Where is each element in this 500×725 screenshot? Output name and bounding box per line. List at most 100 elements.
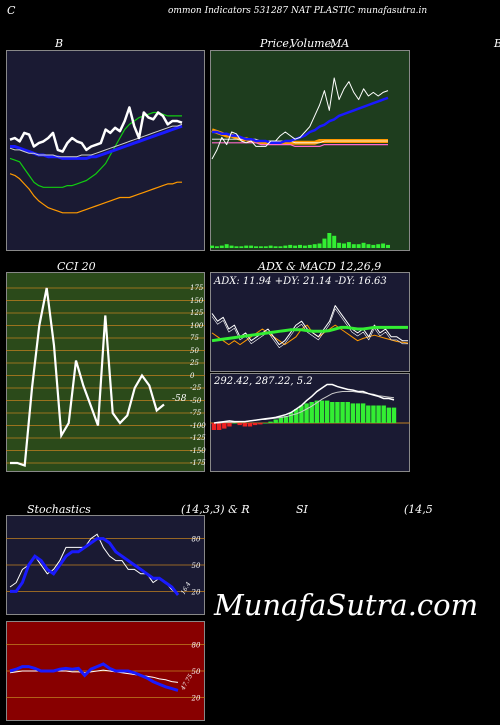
volume-bar <box>376 244 381 248</box>
sma-line <box>9 123 183 158</box>
volume-bar <box>273 246 278 248</box>
macd-histogram-bar <box>381 405 386 423</box>
adx-readout: ADX: 11.94 +DY: 21.14 -DY: 16.63 <box>214 276 387 287</box>
cci-tick-label: -75 <box>190 409 202 417</box>
cci-line <box>10 287 165 467</box>
ma-mid-line <box>212 142 388 148</box>
volume-bar <box>332 235 337 248</box>
volume-bar <box>381 243 386 248</box>
macd-histogram-bar <box>360 403 366 423</box>
bollinger-panel <box>6 50 205 251</box>
bollinger-title: B <box>55 37 64 50</box>
tick-label: 20 <box>191 588 201 596</box>
panel-background <box>210 50 410 251</box>
macd-histogram-bar <box>258 423 263 425</box>
panel-background <box>210 272 410 372</box>
macd-histogram-bar <box>345 402 350 423</box>
macd-readout: 292.42, 287.22, 5.2 <box>214 376 313 387</box>
macd-histogram-bar <box>242 423 248 427</box>
cci-tick-label: 75 <box>190 334 199 342</box>
macd-histogram-bar <box>366 405 371 423</box>
price-line <box>211 77 389 160</box>
macd-histogram-bar <box>299 405 304 423</box>
upper-band-line <box>9 111 182 188</box>
macd-histogram-bar <box>227 423 232 427</box>
volume-bar <box>302 245 307 248</box>
macd-histogram-bar <box>288 412 294 423</box>
header-title: ommon Indicators 531287 NAT PLASTIC muna… <box>168 6 428 16</box>
panel-background <box>6 50 205 251</box>
signal-line <box>9 533 179 596</box>
volume-bar <box>239 246 244 248</box>
volume-bar <box>337 242 342 248</box>
volume-bar <box>342 243 346 248</box>
panel-background <box>6 272 205 472</box>
volume-bar <box>278 246 283 248</box>
cci-tick-labels: 175 150 125 100 75 50 25 0 -25 -50 -75 -100 -125 -150… <box>190 272 210 472</box>
macd-histogram-bar <box>335 402 340 423</box>
stoch-params: (14,3,3) & R <box>181 503 250 516</box>
volume-bar <box>327 233 332 248</box>
volume-bar <box>322 238 327 248</box>
adx-chart <box>210 272 410 372</box>
cci-tick-label: 150 <box>190 296 204 305</box>
cci-tick-label: 0 <box>190 371 195 380</box>
macd-histogram-bar <box>232 423 237 424</box>
price-title-a: Price, <box>260 37 293 50</box>
cci-tick-label: -100 <box>190 421 206 430</box>
volume-bar <box>210 245 214 248</box>
volume-bar <box>298 244 302 248</box>
volume-bar <box>258 246 263 248</box>
volume-bar <box>288 244 293 248</box>
header-left-letter: C <box>7 4 16 17</box>
volume-bar <box>234 246 239 248</box>
close-price-line <box>9 106 183 153</box>
ma-mid-outline-line <box>212 138 388 144</box>
tick-label: 20 <box>191 694 201 702</box>
cci-tick-label: -50 <box>190 396 202 405</box>
cci-tick-label: 175 <box>190 284 204 292</box>
macd-histogram-bar <box>304 403 309 423</box>
volume-bar <box>283 245 288 248</box>
price-title-b: Volume, <box>290 37 335 50</box>
macd-histogram-bar <box>263 423 268 424</box>
bollinger-chart <box>6 50 205 251</box>
tick-label: 80 <box>192 642 201 650</box>
volume-bar <box>351 244 356 248</box>
volume-bar <box>214 246 219 248</box>
volume-bar <box>268 245 273 248</box>
macd-histogram-bar <box>278 417 284 423</box>
volume-bar <box>293 245 298 248</box>
cci-tick-label: -175 <box>190 459 206 467</box>
macd-histogram-bar <box>391 407 397 423</box>
macd-histogram-bar <box>309 402 314 423</box>
macd-histogram-bar <box>216 423 222 430</box>
cci-tick-label: -125 <box>190 434 206 442</box>
macd-histogram-bar <box>283 416 289 423</box>
volume-bar <box>346 242 351 248</box>
macd-histogram-bar <box>252 423 258 426</box>
main-line <box>9 662 179 692</box>
minus-di-line <box>211 324 409 346</box>
cci-tick-label: -150 <box>190 446 206 455</box>
macd-histogram-bar <box>237 423 242 426</box>
macd-histogram-bar <box>319 400 325 423</box>
rsi-panel: 80 50 20 47.75 <box>6 621 205 721</box>
macd-histogram-bar <box>355 403 361 423</box>
macd-panel <box>210 373 410 472</box>
macd-histogram-bar <box>268 421 273 423</box>
macd-histogram-bar <box>376 405 381 423</box>
volume-bar <box>219 245 224 248</box>
macd-histogram-bar <box>324 400 330 423</box>
volume-bar <box>229 245 234 248</box>
adx-title: ADX & MACD 12,26,9 <box>258 260 382 273</box>
volume-bar <box>224 244 229 248</box>
price-right-letter: B <box>494 37 500 50</box>
cci-chart <box>6 272 205 472</box>
volume-bar <box>361 242 366 248</box>
volume-bar <box>317 243 322 248</box>
macd-histogram-bar <box>222 423 227 429</box>
watermark: MunafaSutra.com <box>214 588 479 622</box>
volume-bar <box>312 244 317 248</box>
